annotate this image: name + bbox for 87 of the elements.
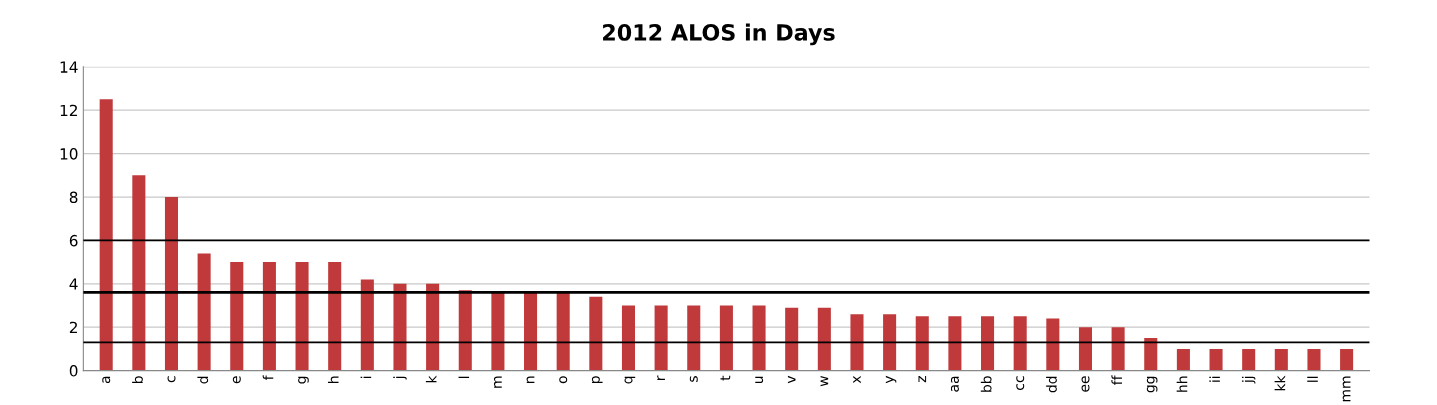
x-tick-label: e — [232, 376, 241, 384]
x-tick-label: m — [493, 376, 502, 388]
x-tick-label: o — [559, 376, 568, 384]
x-tick-label: dd — [1046, 376, 1057, 393]
bar — [1274, 348, 1288, 371]
bar — [491, 292, 505, 371]
bar — [654, 305, 668, 371]
x-tick-label: j — [393, 376, 407, 380]
x-tick-label: kk — [1274, 375, 1286, 391]
bar — [785, 307, 799, 371]
x-tick-label: cc — [1016, 376, 1025, 390]
y-tick-label: 0 — [69, 365, 78, 377]
y-tick-label: 8 — [69, 191, 78, 204]
x-tick-label: n — [526, 376, 535, 383]
bar — [621, 305, 635, 371]
bar — [752, 305, 766, 371]
x-tick-label: v — [787, 375, 796, 384]
x-tick-label: l — [458, 376, 470, 378]
bar — [426, 283, 440, 371]
bar — [883, 314, 897, 371]
x-tick-label: d — [197, 376, 209, 384]
bar — [99, 99, 113, 371]
chart-title: 2012 ALOS in Days — [603, 23, 835, 46]
y-tick-label: 14 — [60, 61, 78, 73]
bar — [295, 262, 309, 371]
bar — [1144, 338, 1158, 371]
bar — [1013, 316, 1027, 371]
bar — [850, 314, 864, 371]
bar — [556, 292, 570, 371]
y-tick-label: 12 — [60, 104, 77, 117]
bar — [1046, 318, 1060, 371]
bar — [1242, 348, 1256, 371]
x-tick-label: h — [327, 376, 339, 383]
x-tick-label: ee — [1081, 376, 1090, 392]
bar — [1340, 348, 1354, 371]
bar — [458, 290, 472, 371]
bar — [915, 316, 929, 371]
x-tick-label: b — [132, 376, 143, 383]
bar — [1307, 348, 1321, 371]
y-tick-label: 4 — [69, 278, 78, 290]
x-tick-label: r — [657, 375, 665, 380]
x-tick-label: u — [755, 376, 764, 384]
bar — [1209, 348, 1223, 371]
bar — [981, 316, 995, 371]
bar — [589, 296, 603, 371]
x-tick-label: s — [689, 376, 698, 382]
x-tick-label: jj — [1241, 376, 1256, 384]
bar — [1078, 327, 1092, 371]
bar — [328, 262, 342, 371]
x-tick-label: y — [885, 375, 897, 384]
x-tick-label: k — [425, 375, 437, 383]
bar — [948, 316, 962, 371]
bar — [1111, 327, 1125, 371]
x-tick-label: gg — [1146, 376, 1158, 393]
bar — [360, 279, 374, 371]
x-tick-label: aa — [950, 376, 959, 392]
bar — [393, 283, 407, 371]
bar — [230, 262, 244, 371]
bar — [687, 305, 701, 371]
x-tick-label: ll — [1307, 376, 1318, 382]
y-tick-label: 6 — [69, 234, 78, 247]
x-tick-label: i — [360, 376, 372, 378]
x-tick-label: c — [167, 376, 176, 383]
x-tick-label: p — [591, 376, 603, 383]
x-tick-label: x — [853, 375, 861, 384]
y-tick-label: 10 — [60, 148, 78, 160]
bar — [164, 197, 179, 371]
y-tick-label: 2 — [69, 321, 77, 333]
bar — [132, 175, 146, 371]
x-tick-label: t — [720, 375, 731, 381]
x-tick-label: mm — [1342, 376, 1351, 402]
x-tick-label: q — [624, 376, 636, 384]
x-tick-label: ff — [1111, 375, 1122, 385]
bar — [524, 292, 538, 371]
x-tick-label: w — [820, 376, 829, 387]
x-tick-label: z — [918, 376, 927, 383]
x-tick-label: hh — [1176, 376, 1188, 392]
x-tick-label: a — [102, 376, 111, 384]
bar — [817, 307, 831, 371]
x-tick-label: bb — [980, 376, 992, 392]
x-tick-label: f — [262, 375, 274, 381]
x-tick-label: g — [298, 376, 309, 384]
bar — [719, 305, 733, 371]
bar — [197, 253, 211, 371]
bar — [262, 262, 276, 371]
bar — [1176, 348, 1190, 371]
x-tick-label: ii — [1209, 376, 1220, 382]
